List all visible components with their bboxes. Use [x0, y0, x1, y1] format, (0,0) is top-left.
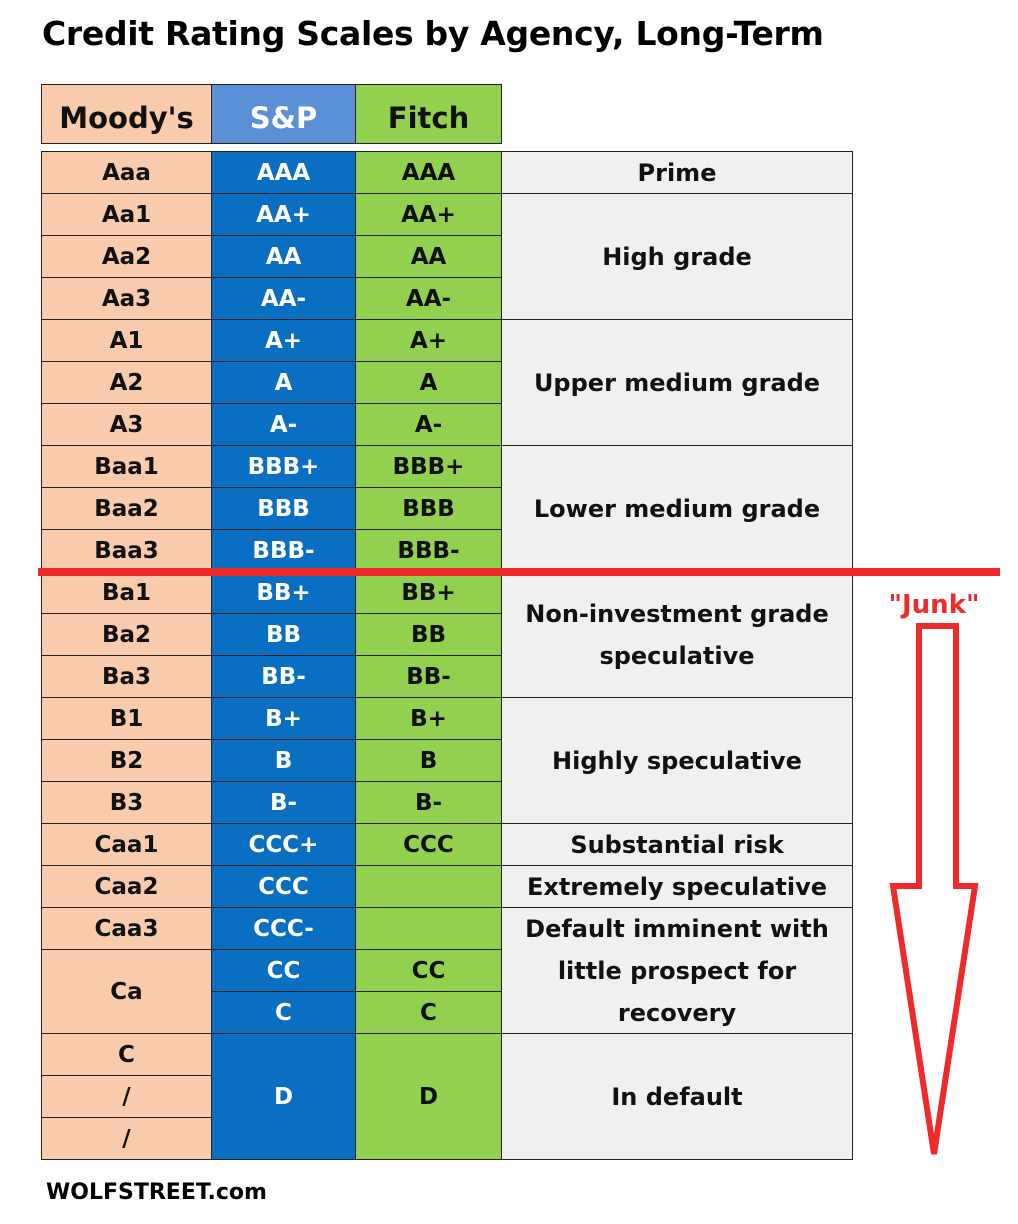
sp-rating-cell: B- [211, 781, 356, 824]
rating-description-cell: High grade [501, 193, 853, 320]
fitch-rating-cell: BBB [355, 487, 502, 530]
sp-rating-cell: A- [211, 403, 356, 446]
fitch-rating-cell: B+ [355, 697, 502, 740]
rating-description-cell: Highly speculative [501, 697, 853, 824]
fitch-rating-cell: AAA [355, 151, 502, 194]
moodys-rating-cell: B1 [41, 697, 212, 740]
moodys-rating-cell: / [41, 1117, 212, 1160]
moodys-rating-cell: Caa1 [41, 823, 212, 866]
junk-label: "Junk" [888, 590, 979, 620]
sp-rating-cell: BB+ [211, 571, 356, 614]
fitch-header: Fitch [355, 84, 502, 144]
sp-rating-cell: B+ [211, 697, 356, 740]
fitch-rating-cell: BB [355, 613, 502, 656]
fitch-rating-cell: D [355, 1033, 502, 1160]
rating-description-cell: Substantial risk [501, 823, 853, 866]
sp-rating-cell: C [211, 991, 356, 1034]
chart-title: Credit Rating Scales by Agency, Long-Ter… [42, 14, 824, 53]
moodys-rating-cell: Aa1 [41, 193, 212, 236]
sp-rating-cell: BBB- [211, 529, 356, 572]
rating-description-cell: Default imminent with little prospect fo… [501, 907, 853, 1034]
sp-rating-cell: A+ [211, 319, 356, 362]
footer-source: WOLFSTREET.com [46, 1180, 267, 1205]
rating-description-cell: Extremely speculative [501, 865, 853, 908]
rating-description-cell: Upper medium grade [501, 319, 853, 446]
fitch-rating-cell: B- [355, 781, 502, 824]
sp-rating-cell: BB [211, 613, 356, 656]
moodys-rating-cell: A2 [41, 361, 212, 404]
rating-description-cell: Prime [501, 151, 853, 194]
moodys-rating-cell: A1 [41, 319, 212, 362]
moodys-rating-cell: Ca [41, 949, 212, 1034]
moodys-rating-cell: Ba1 [41, 571, 212, 614]
moodys-rating-cell: A3 [41, 403, 212, 446]
sp-rating-cell: CCC- [211, 907, 356, 950]
fitch-rating-cell [355, 907, 502, 950]
sp-rating-cell: CC [211, 949, 356, 992]
sp-rating-cell: B [211, 739, 356, 782]
rating-description-cell: In default [501, 1033, 853, 1160]
fitch-rating-cell: BB+ [355, 571, 502, 614]
fitch-rating-cell [355, 865, 502, 908]
fitch-rating-cell: BB- [355, 655, 502, 698]
junk-down-arrow-icon [889, 623, 979, 1155]
rating-description-cell: Lower medium grade [501, 445, 853, 572]
moodys-header: Moody's [41, 84, 212, 144]
moodys-rating-cell: Aa2 [41, 235, 212, 278]
fitch-rating-cell: BBB- [355, 529, 502, 572]
sp-rating-cell: AA- [211, 277, 356, 320]
moodys-rating-cell: Ba3 [41, 655, 212, 698]
sp-rating-cell: AA+ [211, 193, 356, 236]
moodys-rating-cell: / [41, 1075, 212, 1118]
fitch-rating-cell: BBB+ [355, 445, 502, 488]
fitch-rating-cell: AA- [355, 277, 502, 320]
moodys-rating-cell: Baa1 [41, 445, 212, 488]
moodys-rating-cell: Caa2 [41, 865, 212, 908]
fitch-rating-cell: A+ [355, 319, 502, 362]
sp-rating-cell: D [211, 1033, 356, 1160]
